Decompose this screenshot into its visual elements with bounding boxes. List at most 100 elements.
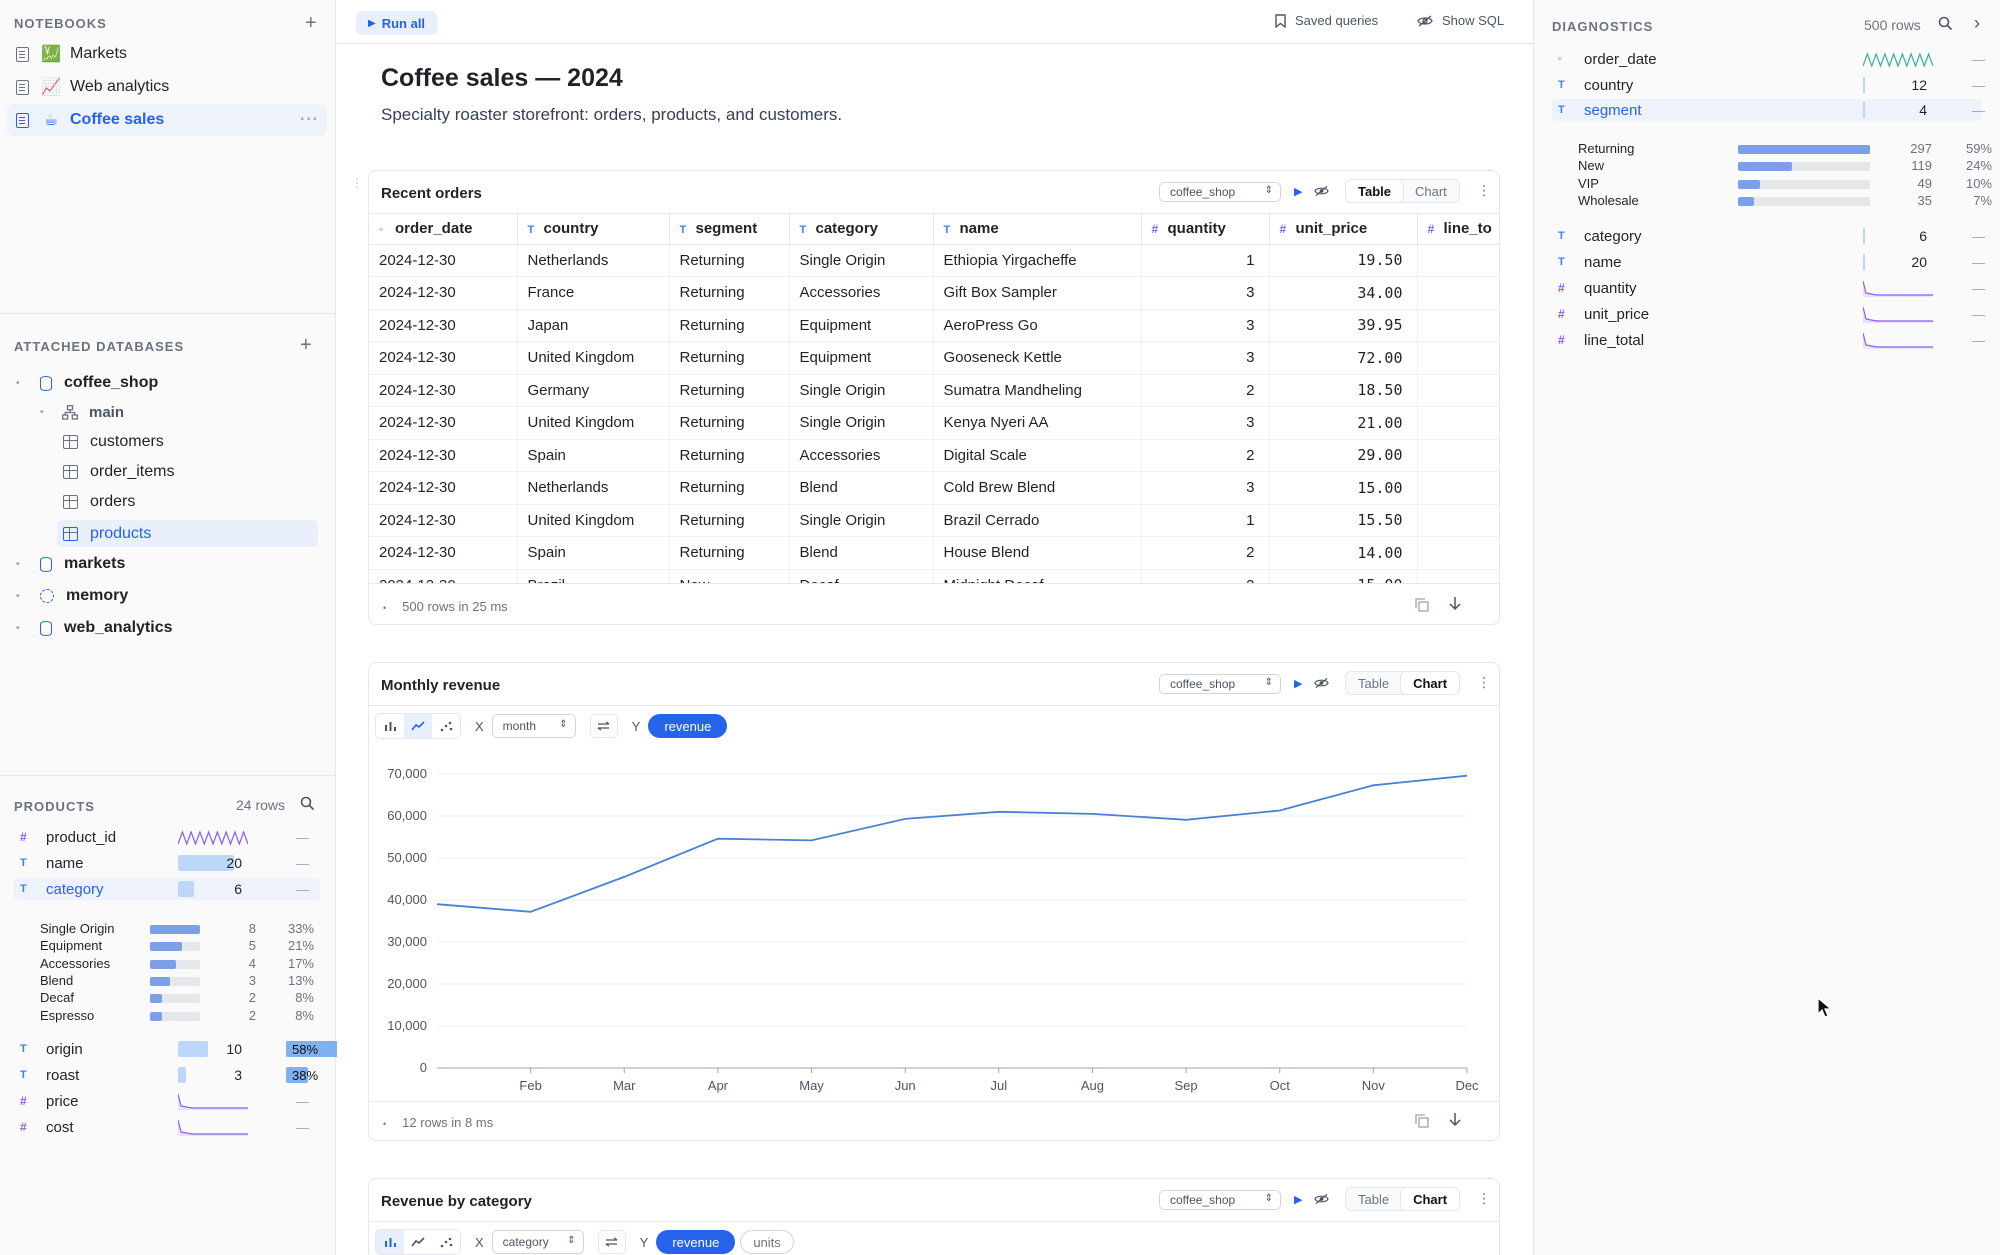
table-cell[interactable]: 2024-12-30 <box>369 341 518 375</box>
more-options-icon[interactable]: ⋮ <box>1477 674 1491 690</box>
more-options-icon[interactable]: ··· <box>300 111 319 128</box>
table-item-order-items[interactable]: order_items <box>63 461 174 483</box>
table-row[interactable]: 2024-12-30 Spain Returning Accessories Digit… <box>369 439 1499 472</box>
table-cell[interactable]: 2 <box>1141 374 1270 407</box>
table-cell[interactable]: Blend <box>789 536 934 570</box>
table-cell[interactable]: Kenya Nyeri AA <box>933 406 1142 440</box>
swap-axes-icon[interactable] <box>589 714 618 738</box>
table-cell[interactable]: 3 <box>1141 341 1270 375</box>
table-cell[interactable]: 2 <box>1141 439 1270 472</box>
column-row-line_total[interactable]: # line_total <box>1552 329 1982 351</box>
revenue-series-line[interactable] <box>436 774 1468 913</box>
run-cell-icon[interactable]: ▶ <box>1294 186 1303 198</box>
hide-sql-icon[interactable] <box>1314 1192 1329 1210</box>
search-icon[interactable] <box>1938 16 1953 36</box>
scatter-chart-icon[interactable] <box>432 1230 460 1254</box>
table-cell[interactable]: 3 <box>1141 471 1270 505</box>
table-row[interactable]: 2024-12-30 Netherlands Returning Blend Cold … <box>369 471 1499 505</box>
table-cell[interactable]: Midnight Decaf <box>933 569 1142 583</box>
table-cell[interactable]: 2024-12-30 <box>369 569 518 583</box>
table-cell[interactable]: Returning <box>669 244 790 277</box>
table-cell[interactable]: Returning <box>669 309 790 342</box>
run-cell-icon[interactable]: ▶ <box>1294 678 1303 690</box>
run-cell-icon[interactable]: ▶ <box>1294 1194 1303 1206</box>
tab-table[interactable]: Table <box>1358 1192 1390 1207</box>
table-cell[interactable] <box>1417 341 1499 375</box>
column-row-order_date[interactable]: ◦ order_date <box>1552 48 1982 70</box>
table-cell[interactable]: United Kingdom <box>517 504 670 537</box>
table-cell[interactable]: Returning <box>669 276 790 310</box>
table-cell[interactable]: Spain <box>517 439 670 472</box>
table-cell[interactable] <box>1417 309 1499 342</box>
expand-icon[interactable]: • <box>16 590 20 602</box>
table-item-orders[interactable]: orders <box>63 491 135 513</box>
download-icon[interactable] <box>1448 1112 1462 1133</box>
database-select[interactable]: coffee_shop ⇕ <box>1159 1190 1281 1210</box>
attach-database-button[interactable]: + <box>300 334 312 356</box>
table-cell[interactable]: Returning <box>669 471 790 505</box>
table-cell[interactable]: Returning <box>669 406 790 440</box>
table-cell[interactable]: 2024-12-30 <box>369 471 518 505</box>
table-cell[interactable]: 18.50 <box>1269 374 1418 407</box>
table-cell[interactable]: 1 <box>1141 244 1270 277</box>
table-cell[interactable]: 29.00 <box>1269 439 1418 472</box>
copy-icon[interactable] <box>1415 1114 1429 1133</box>
column-header[interactable]: # quantity <box>1141 214 1270 245</box>
database-select[interactable]: coffee_shop ⇕ <box>1159 674 1281 694</box>
table-cell[interactable]: Single Origin <box>789 504 934 537</box>
table-cell[interactable]: Returning <box>669 374 790 407</box>
column-header[interactable]: ◦ order_date <box>369 214 518 245</box>
table-cell[interactable]: Equipment <box>789 309 934 342</box>
table-cell[interactable]: 39.95 <box>1269 309 1418 342</box>
table-cell[interactable]: Digital Scale <box>933 439 1142 472</box>
table-cell[interactable]: 2024-12-30 <box>369 374 518 407</box>
table-cell[interactable] <box>1417 374 1499 407</box>
table-cell[interactable]: Single Origin <box>789 406 934 440</box>
hide-sql-icon[interactable] <box>1314 184 1329 202</box>
table-cell[interactable]: Gooseneck Kettle <box>933 341 1142 375</box>
expand-icon[interactable]: • <box>40 406 44 418</box>
table-cell[interactable] <box>1417 439 1499 472</box>
run-all-button[interactable]: ▶ Run all <box>356 11 438 35</box>
table-cell[interactable]: 15.50 <box>1269 504 1418 537</box>
column-row-price[interactable]: # price <box>14 1090 320 1112</box>
table-cell[interactable]: Spain <box>517 536 670 570</box>
more-options-icon[interactable]: ⋮ <box>1477 1190 1491 1206</box>
table-cell[interactable]: Netherlands <box>517 471 670 505</box>
show-sql-button[interactable]: Show SQL <box>1417 13 1504 28</box>
table-cell[interactable]: 34.00 <box>1269 276 1418 310</box>
hide-sql-icon[interactable] <box>1314 676 1329 694</box>
table-row[interactable]: 2024-12-30 Netherlands Returning Single Ori… <box>369 244 1499 277</box>
notebook-item-markets[interactable]: 💹 Markets <box>7 38 327 70</box>
table-cell[interactable] <box>1417 244 1499 277</box>
database-select[interactable]: coffee_shop ⇕ <box>1159 182 1281 202</box>
table-cell[interactable]: 2024-12-30 <box>369 244 518 277</box>
search-icon[interactable] <box>300 796 315 816</box>
table-cell[interactable] <box>1417 471 1499 505</box>
download-icon[interactable] <box>1448 596 1462 617</box>
y-field-chip[interactable]: revenue <box>648 714 728 738</box>
expand-icon[interactable]: • <box>383 1119 387 1129</box>
scatter-chart-icon[interactable] <box>432 714 460 738</box>
table-cell[interactable]: Accessories <box>789 276 934 310</box>
tab-chart[interactable]: Chart <box>1415 184 1447 199</box>
table-cell[interactable]: 14.00 <box>1269 536 1418 570</box>
table-cell[interactable]: 19.50 <box>1269 244 1418 277</box>
table-cell[interactable]: Ethiopia Yirgacheffe <box>933 244 1142 277</box>
table-cell[interactable]: 2024-12-30 <box>369 276 518 310</box>
table-cell[interactable]: 2 <box>1141 536 1270 570</box>
table-cell[interactable]: Gift Box Sampler <box>933 276 1142 310</box>
table-row[interactable]: 2024-12-30 Spain Returning Blend House Blend… <box>369 536 1499 570</box>
table-row[interactable]: 2024-12-30 Germany Returning Single Origin S… <box>369 374 1499 407</box>
schema-item-main[interactable]: • main <box>40 401 124 423</box>
table-row[interactable]: 2024-12-30 United Kingdom Returning Single … <box>369 504 1499 537</box>
y-field-chip-units[interactable]: units <box>740 1230 794 1254</box>
table-cell[interactable]: 2 <box>1141 569 1270 583</box>
expand-icon[interactable]: • <box>16 622 20 634</box>
y-field-chip[interactable]: revenue <box>656 1230 736 1254</box>
